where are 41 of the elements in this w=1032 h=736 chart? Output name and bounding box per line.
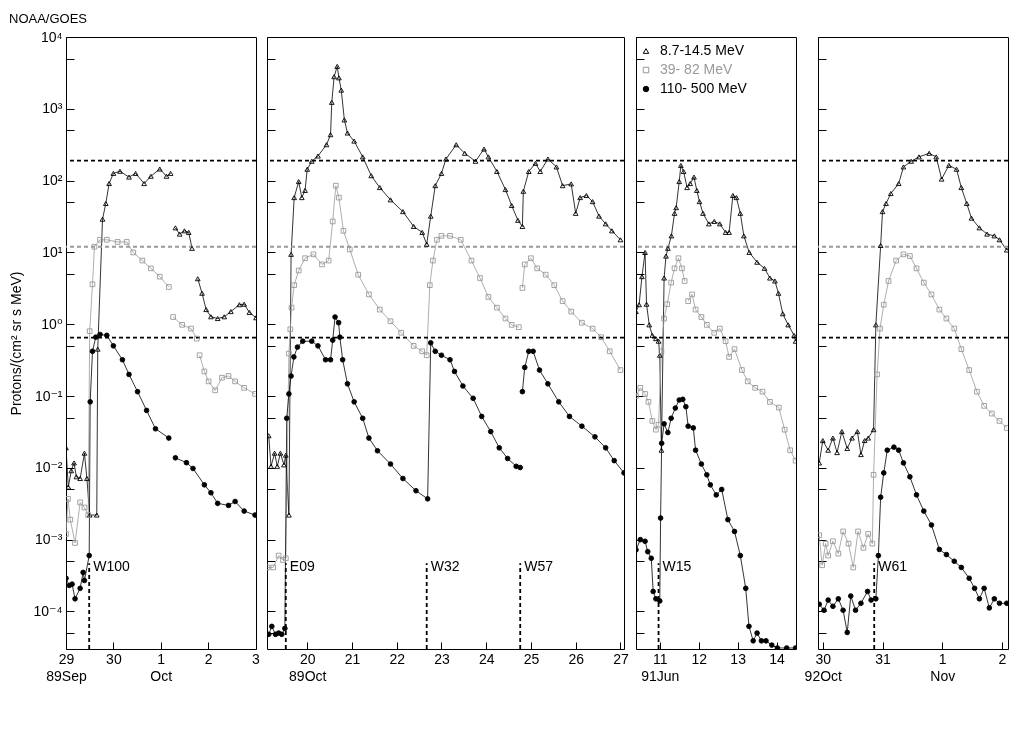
x-tick-label: 2 [998, 650, 1007, 667]
ref-line-label: W100 [93, 558, 130, 575]
x-tick-label: 1 Oct [150, 650, 173, 684]
x-tick-label: 23 [434, 650, 450, 667]
ref-line-label: W57 [524, 558, 554, 575]
x-tick-label: 14 [769, 650, 786, 667]
y-tick-label: 10⁻⁴ [33, 602, 63, 619]
chart-title: NOAA/GOES [9, 11, 88, 26]
ref-line-label: W15 [662, 558, 692, 575]
x-tick-label: 21 [344, 650, 361, 667]
ref-line-label: E09 [289, 558, 315, 575]
x-tick-label: 12 [691, 650, 708, 667]
x-tick-label: 29 89Sep [46, 650, 87, 684]
y-tick-label: 10⁰ [41, 315, 63, 332]
x-tick-label: 30 [106, 650, 122, 667]
ref-line-label: W32 [430, 558, 460, 575]
x-tick-label: 20 89Oct [289, 650, 327, 684]
y-tick-label: 10⁻³ [34, 531, 63, 548]
x-tick-label: 24 [478, 650, 495, 667]
y-tick-label: 10⁻² [34, 459, 63, 476]
legend-label: 110- 500 MeV [660, 80, 748, 96]
x-tick-label: 1 Nov [930, 650, 956, 684]
y-tick-label: 10⁻¹ [34, 387, 63, 404]
x-tick-label: 3 [252, 650, 261, 667]
x-tick-label: 13 [730, 650, 747, 667]
y-tick-label: 10⁴ [40, 28, 63, 45]
x-tick-label: 26 [568, 650, 585, 667]
y-tick-label: 10² [42, 172, 63, 189]
x-tick-label: 2 [204, 650, 213, 667]
y-axis-title: Protons/(cm² sr s MeV) [7, 271, 24, 416]
y-tick-label: 10³ [42, 100, 63, 117]
legend-label: 39- 82 MeV [660, 61, 734, 77]
x-tick-label: 30 92Oct [804, 650, 843, 684]
legend-label: 8.7-14.5 MeV [660, 42, 745, 58]
x-tick-label: 27 [613, 650, 629, 667]
x-tick-label: 22 [389, 650, 406, 667]
y-tick-label: 10¹ [42, 243, 63, 260]
x-tick-label: 11 91Jun [641, 650, 680, 684]
ref-line-label: W61 [878, 558, 908, 575]
x-tick-label: 31 [875, 650, 892, 667]
x-tick-label: 25 [523, 650, 540, 667]
